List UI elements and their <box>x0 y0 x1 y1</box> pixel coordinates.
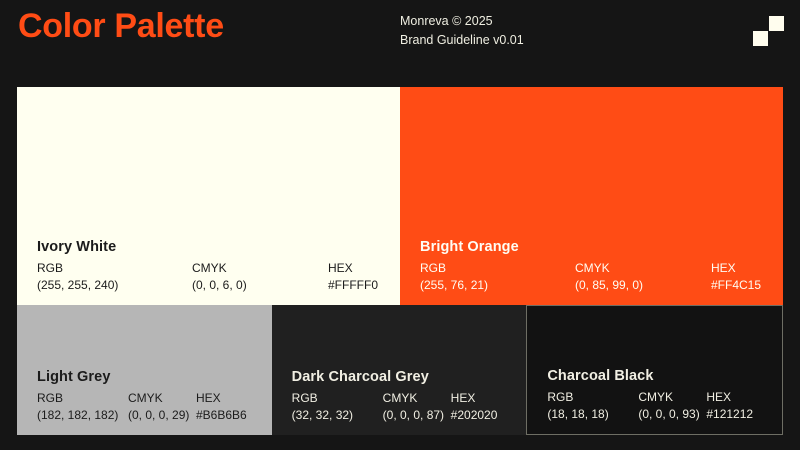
cmyk-label: CMYK <box>382 391 418 405</box>
hex-value: #202020 <box>450 408 498 422</box>
hex-label: HEX <box>706 390 732 404</box>
swatch-dark-charcoal-grey: Dark Charcoal Grey RGB (32, 32, 32) CMYK… <box>271 305 527 435</box>
hex-label: HEX <box>328 261 353 275</box>
cmyk-value: (0, 0, 0, 87) <box>382 408 445 422</box>
hex-value: #FFFFF0 <box>328 278 378 292</box>
palette-row-bottom: Light Grey RGB (182, 182, 182) CMYK (0, … <box>17 305 784 435</box>
swatch-specs: RGB (255, 76, 21) CMYK (0, 85, 99, 0) HE… <box>420 261 763 293</box>
logo-square-bottom-icon <box>753 31 768 46</box>
hex-label: HEX <box>450 391 476 405</box>
guideline-version-line: Brand Guideline v0.01 <box>400 33 524 47</box>
page-title: Color Palette <box>18 7 224 45</box>
swatch-specs: RGB (255, 255, 240) CMYK (0, 0, 6, 0) HE… <box>37 261 380 293</box>
rgb-label: RGB <box>547 390 574 404</box>
brand-meta: Monreva © 2025 Brand Guideline v0.01 <box>400 12 524 50</box>
hex-label: HEX <box>711 261 736 275</box>
hex-spec: HEX #202020 <box>451 391 507 423</box>
rgb-value: (32, 32, 32) <box>291 408 354 422</box>
cmyk-spec: CMYK (0, 0, 0, 87) <box>383 391 451 423</box>
cmyk-spec: CMYK (0, 85, 99, 0) <box>575 261 711 293</box>
swatch-light-grey: Light Grey RGB (182, 182, 182) CMYK (0, … <box>17 305 272 435</box>
hex-value: #121212 <box>706 407 754 421</box>
hex-spec: HEX #121212 <box>706 390 762 422</box>
rgb-value: (182, 182, 182) <box>37 408 119 422</box>
cmyk-label: CMYK <box>638 390 674 404</box>
cmyk-value: (0, 0, 0, 29) <box>128 408 190 422</box>
hex-spec: HEX #B6B6B6 <box>196 391 252 423</box>
rgb-label: RGB <box>37 261 64 275</box>
rgb-spec: RGB (32, 32, 32) <box>292 391 383 423</box>
cmyk-label: CMYK <box>128 391 163 405</box>
swatch-name: Charcoal Black <box>547 368 654 384</box>
cmyk-label: CMYK <box>192 261 227 275</box>
cmyk-value: (0, 85, 99, 0) <box>575 278 644 292</box>
rgb-value: (255, 76, 21) <box>420 278 489 292</box>
logo-square-top-icon <box>769 16 784 31</box>
rgb-spec: RGB (255, 255, 240) <box>37 261 192 293</box>
color-palette-grid: Ivory White RGB (255, 255, 240) CMYK (0,… <box>17 87 784 435</box>
swatch-bright-orange: Bright Orange RGB (255, 76, 21) CMYK (0,… <box>400 87 783 305</box>
rgb-value: (255, 255, 240) <box>37 278 119 292</box>
palette-row-top: Ivory White RGB (255, 255, 240) CMYK (0,… <box>17 87 783 305</box>
cmyk-label: CMYK <box>575 261 610 275</box>
swatch-name: Light Grey <box>37 369 111 385</box>
rgb-spec: RGB (182, 182, 182) <box>37 391 128 423</box>
swatch-specs: RGB (32, 32, 32) CMYK (0, 0, 0, 87) HEX … <box>292 391 507 423</box>
rgb-label: RGB <box>37 391 64 405</box>
rgb-label: RGB <box>420 261 447 275</box>
swatch-name: Dark Charcoal Grey <box>291 369 429 385</box>
rgb-spec: RGB (18, 18, 18) <box>547 390 638 422</box>
swatch-specs: RGB (18, 18, 18) CMYK (0, 0, 0, 93) HEX … <box>547 390 762 422</box>
hex-value: #FF4C15 <box>711 278 762 292</box>
hex-label: HEX <box>196 391 221 405</box>
cmyk-spec: CMYK (0, 0, 0, 29) <box>128 391 196 423</box>
hex-spec: HEX #FF4C15 <box>711 261 763 293</box>
brand-name-line: Monreva © 2025 <box>400 14 493 28</box>
cmyk-spec: CMYK (0, 0, 0, 93) <box>638 390 706 422</box>
cmyk-value: (0, 0, 0, 93) <box>638 407 700 421</box>
swatch-ivory-white: Ivory White RGB (255, 255, 240) CMYK (0,… <box>17 87 400 305</box>
rgb-value: (18, 18, 18) <box>547 407 609 421</box>
swatch-specs: RGB (182, 182, 182) CMYK (0, 0, 0, 29) H… <box>37 391 252 423</box>
cmyk-value: (0, 0, 6, 0) <box>192 278 247 292</box>
cmyk-spec: CMYK (0, 0, 6, 0) <box>192 261 328 293</box>
hex-spec: HEX #FFFFF0 <box>328 261 380 293</box>
swatch-name: Ivory White <box>37 239 117 255</box>
hex-value: #B6B6B6 <box>196 408 247 422</box>
logo-squares-icon <box>753 16 784 46</box>
rgb-label: RGB <box>291 391 318 405</box>
swatch-charcoal-black: Charcoal Black RGB (18, 18, 18) CMYK (0,… <box>526 305 784 435</box>
rgb-spec: RGB (255, 76, 21) <box>420 261 575 293</box>
swatch-name: Bright Orange <box>420 239 519 255</box>
